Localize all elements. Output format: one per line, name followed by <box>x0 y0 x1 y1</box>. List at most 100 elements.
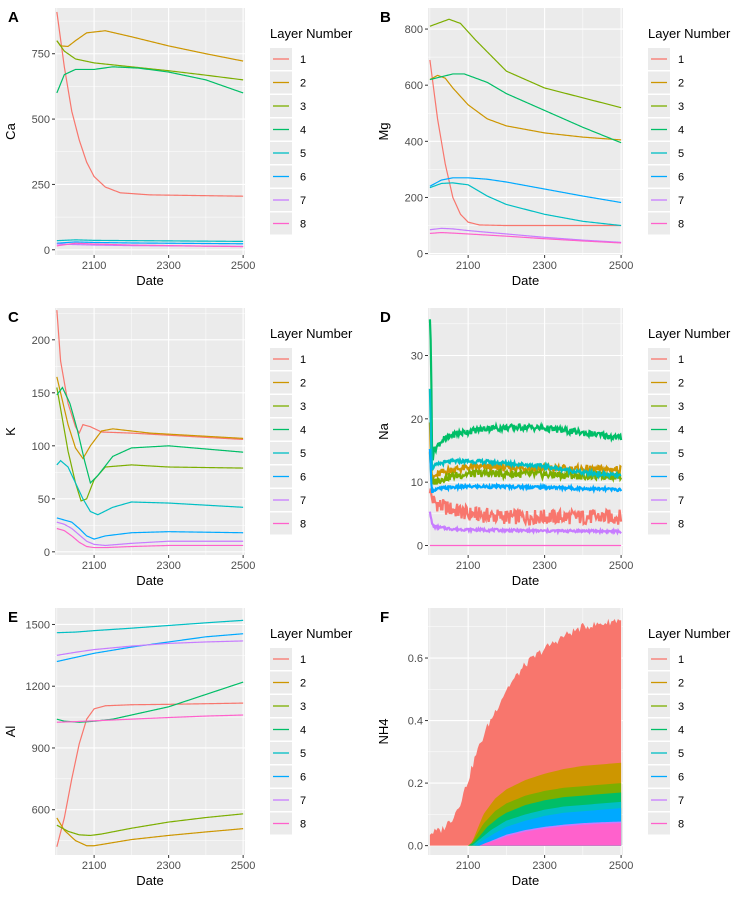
y-tick-label: 750 <box>32 49 50 61</box>
series-line-8 <box>56 242 244 248</box>
legend-label-8: 8 <box>300 219 306 231</box>
legend-label-5: 5 <box>678 448 684 460</box>
x-axis-title: Date <box>136 873 163 888</box>
plot-background <box>55 308 245 555</box>
series-line-8 <box>429 231 622 244</box>
y-tick-label: 20 <box>411 414 423 426</box>
y-tick-label: 10 <box>411 477 423 489</box>
legend-label-8: 8 <box>678 819 684 831</box>
x-tick-label: 2100 <box>82 560 106 572</box>
legend-label-8: 8 <box>300 819 306 831</box>
x-axis-title: Date <box>512 573 539 588</box>
y-tick-label: 0.0 <box>408 841 423 853</box>
legend-label-6: 6 <box>678 772 684 784</box>
x-tick-label: 2300 <box>156 260 180 272</box>
series-line-2 <box>56 376 244 460</box>
x-tick-label: 2100 <box>456 860 480 872</box>
legend-label-5: 5 <box>300 448 306 460</box>
legend: Layer Number 1 2 3 4 5 6 7 8 <box>270 26 353 235</box>
y-tick-label: 250 <box>32 179 50 191</box>
series-line-5 <box>428 388 622 480</box>
legend-label-1: 1 <box>300 54 306 66</box>
legend-label-3: 3 <box>678 401 684 413</box>
legend-label-4: 4 <box>678 125 684 137</box>
series-line-7 <box>429 227 622 243</box>
legend-label-1: 1 <box>678 54 684 66</box>
series-line-3 <box>429 18 622 109</box>
y-tick-label: 0.4 <box>408 716 423 728</box>
y-tick-label: 600 <box>405 80 423 92</box>
x-axis-title: Date <box>136 573 163 588</box>
panel-tag: B <box>380 9 391 26</box>
legend-title: Layer Number <box>270 326 353 341</box>
x-tick-label: 2500 <box>609 860 633 872</box>
area-layer-8 <box>429 823 622 846</box>
x-tick-label: 2300 <box>532 260 556 272</box>
y-axis-title: Ca <box>3 122 18 139</box>
legend-title: Layer Number <box>648 26 731 41</box>
data-layer <box>429 18 622 244</box>
legend-label-5: 5 <box>678 148 684 160</box>
legend-title: Layer Number <box>648 626 731 641</box>
legend: Layer Number 1 2 3 4 5 6 7 8 <box>648 626 731 835</box>
legend: Layer Number 1 2 3 4 5 6 7 8 <box>270 626 353 835</box>
series-line-8 <box>56 527 244 549</box>
y-tick-label: 200 <box>405 192 423 204</box>
legend-label-3: 3 <box>300 401 306 413</box>
legend-label-4: 4 <box>300 725 306 737</box>
series-line-1 <box>56 11 244 197</box>
y-tick-label: 200 <box>32 335 50 347</box>
series-line-7 <box>56 521 244 547</box>
legend-label-1: 1 <box>678 654 684 666</box>
legend-label-8: 8 <box>678 519 684 531</box>
panel-tag: A <box>8 9 19 26</box>
x-tick-label: 2500 <box>231 860 255 872</box>
y-tick-label: 0 <box>44 547 50 559</box>
legend-label-3: 3 <box>300 101 306 113</box>
y-axis-title: Na <box>376 422 391 439</box>
x-tick-label: 2500 <box>609 560 633 572</box>
legend-label-4: 4 <box>678 425 684 437</box>
legend-label-2: 2 <box>300 378 306 390</box>
panel-A: A 2100 2300 2500 0 250 500 750 Date Ca Layer Numbe… <box>3 8 353 288</box>
panel-tag: C <box>8 309 19 326</box>
legend-label-5: 5 <box>678 748 684 760</box>
legend-label-5: 5 <box>300 748 306 760</box>
legend-label-2: 2 <box>300 678 306 690</box>
x-tick-label: 2100 <box>456 260 480 272</box>
y-tick-label: 1500 <box>26 619 50 631</box>
legend-title: Layer Number <box>648 326 731 341</box>
legend-label-6: 6 <box>678 172 684 184</box>
y-tick-label: 0 <box>417 249 423 261</box>
legend-label-7: 7 <box>300 195 306 207</box>
plot-background <box>55 608 245 855</box>
legend-label-6: 6 <box>678 472 684 484</box>
panel-B: B 2100 2300 2500 0 200 400 600 800 Date Mg Layer Nu… <box>376 8 731 288</box>
series-line-2 <box>56 30 244 62</box>
panel-C: C 2100 2300 2500 0 50 100 150 200 Date K Layer Numb… <box>3 308 353 588</box>
x-tick-label: 2300 <box>532 560 556 572</box>
legend-label-8: 8 <box>300 519 306 531</box>
series-line-6 <box>56 517 244 540</box>
panel-E: E 2100 2300 2500 600 900 1200 1500 Date Al Layer N… <box>3 608 353 888</box>
series-line-6 <box>428 448 623 495</box>
panel-D: D 2100 2300 2500 0 10 20 30 Date Na Layer Number 1 2… <box>376 308 731 588</box>
legend-label-6: 6 <box>300 772 306 784</box>
series-line-5 <box>56 619 244 634</box>
legend-label-4: 4 <box>300 125 306 137</box>
legend-label-7: 7 <box>300 495 306 507</box>
plot-background <box>55 8 245 255</box>
y-tick-label: 600 <box>32 805 50 817</box>
series-line-2 <box>56 817 244 847</box>
series-line-8 <box>56 714 244 723</box>
y-tick-label: 150 <box>32 388 50 400</box>
series-line-1 <box>429 59 622 227</box>
y-axis-title: NH4 <box>376 718 391 744</box>
legend-label-2: 2 <box>678 678 684 690</box>
x-tick-label: 2300 <box>156 860 180 872</box>
series-line-3 <box>56 40 244 81</box>
legend-label-2: 2 <box>678 378 684 390</box>
y-tick-label: 900 <box>32 743 50 755</box>
x-tick-label: 2500 <box>609 260 633 272</box>
